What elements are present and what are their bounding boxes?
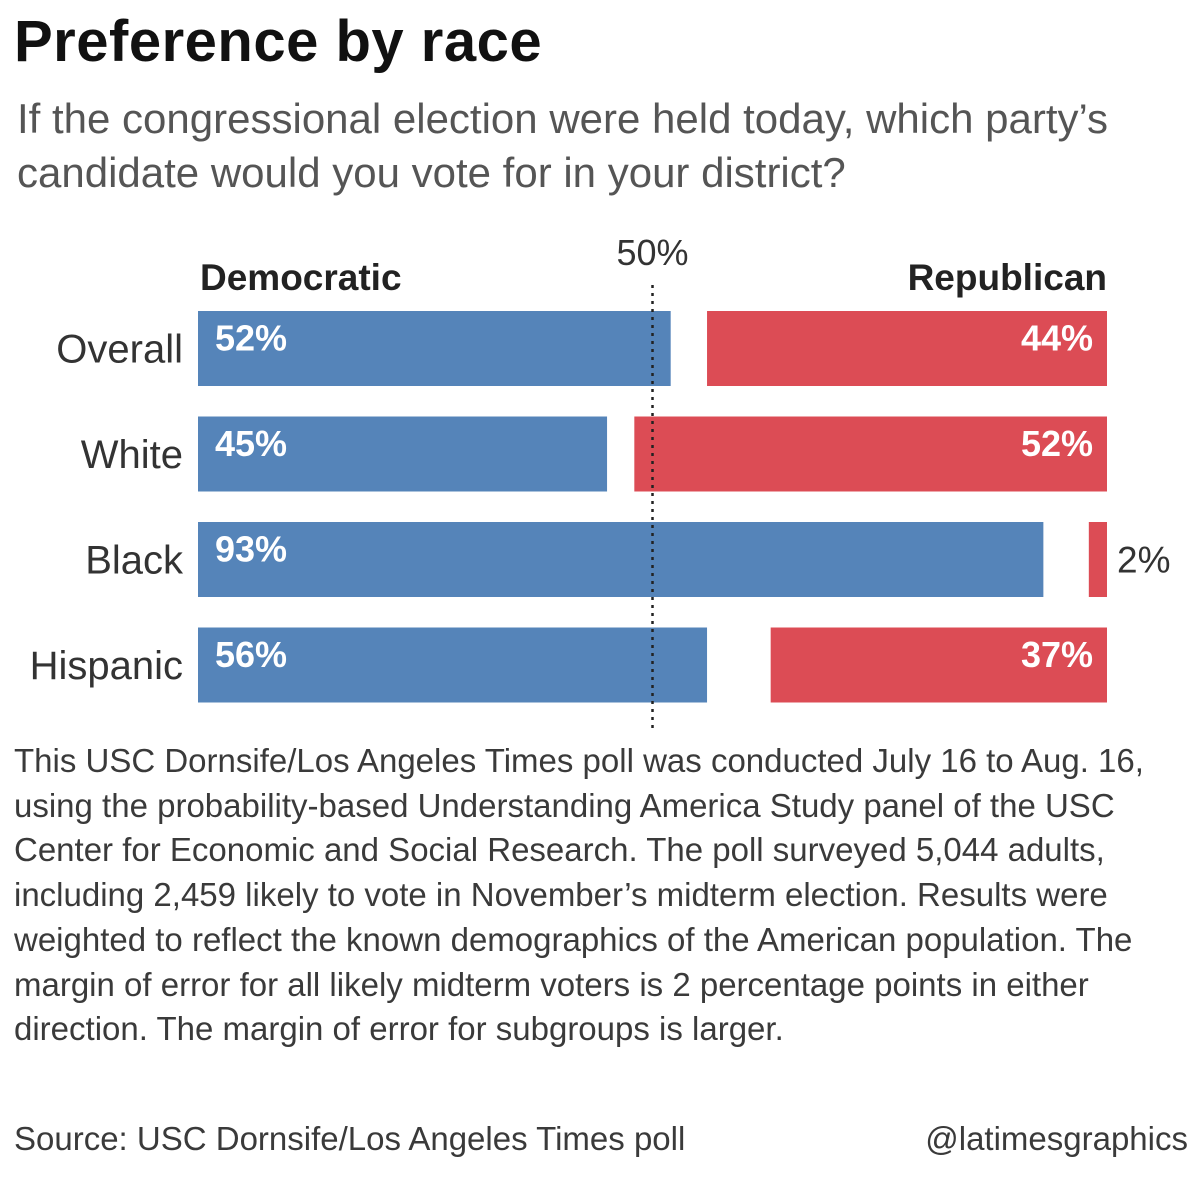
category-label-hispanic: Hispanic xyxy=(30,644,183,688)
bar-republican-overall xyxy=(707,311,1107,386)
chart-title: Preference by race xyxy=(14,9,543,74)
reference-line-label: 50% xyxy=(616,232,688,273)
category-label-black: Black xyxy=(85,539,184,583)
bar-republican-hispanic xyxy=(770,627,1107,703)
bar-republican-white xyxy=(634,416,1107,492)
bar-republican-black xyxy=(1088,522,1107,597)
category-label-overall: Overall xyxy=(56,328,183,372)
series-label-democratic: Democratic xyxy=(200,257,402,298)
value-label-republican-hispanic: 37% xyxy=(1021,634,1093,675)
methodology-note: This USC Dornsife/Los Angeles Times poll… xyxy=(14,742,1144,1048)
value-label-democratic-white: 45% xyxy=(215,423,287,464)
source-text: Source: USC Dornsife/Los Angeles Times p… xyxy=(14,1120,686,1157)
diverging-bar-chart: Democratic Republican Overall 52% 44% White 45… xyxy=(30,232,1170,730)
category-label-white: White xyxy=(81,433,183,477)
bar-democratic-hispanic xyxy=(198,627,708,703)
value-label-republican-white: 52% xyxy=(1021,423,1093,464)
value-label-democratic-black: 93% xyxy=(215,529,287,570)
credit-text: @latimesgraphics xyxy=(925,1120,1188,1157)
value-label-democratic-hispanic: 56% xyxy=(215,634,287,675)
bar-democratic-black xyxy=(198,522,1044,597)
value-label-republican-overall: 44% xyxy=(1021,318,1093,359)
value-label-republican-black: 2% xyxy=(1117,540,1170,581)
value-label-democratic-overall: 52% xyxy=(215,318,287,359)
bar-democratic-white xyxy=(198,416,608,492)
chart-subtitle: If the congressional election were held … xyxy=(17,95,1109,196)
series-label-republican: Republican xyxy=(908,257,1107,298)
bar-democratic-overall xyxy=(198,311,671,386)
